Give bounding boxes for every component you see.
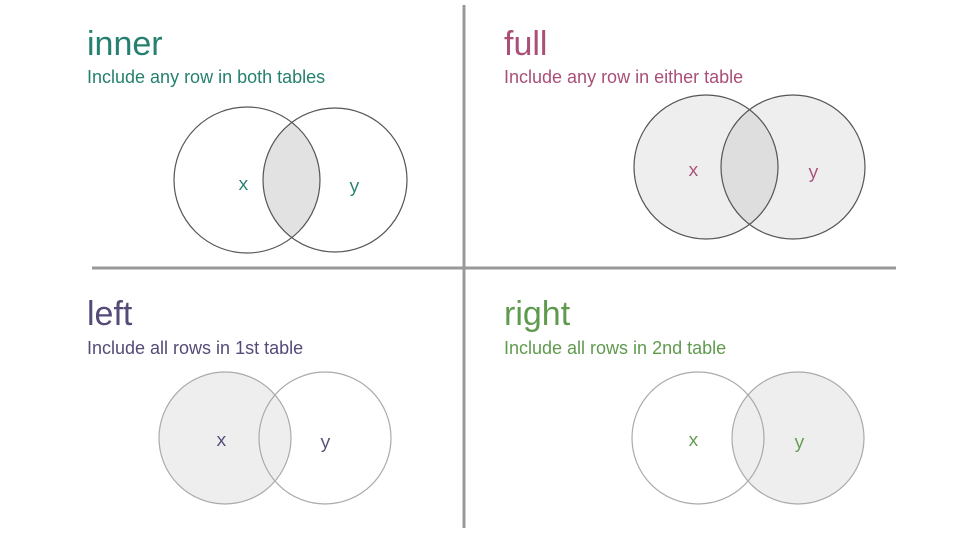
panel-subtitle: Include all rows in 1st table <box>87 338 303 358</box>
circle-x <box>173 106 321 254</box>
panel-left: left Include all rows in 1st table x y <box>87 295 392 505</box>
circle-y <box>262 107 408 253</box>
label-x: x <box>688 432 699 452</box>
label-x: x <box>238 176 249 196</box>
panel-title: right <box>504 295 571 333</box>
panel-inner: inner Include any row in both tables x y <box>87 25 408 254</box>
panel-title: inner <box>87 25 163 63</box>
circle-y <box>258 371 392 505</box>
circle-y <box>720 94 866 240</box>
circle-y-fill <box>732 372 864 504</box>
panel-title: full <box>504 25 547 63</box>
circle-x-fill <box>159 372 291 504</box>
label-y: y <box>808 164 819 184</box>
panel-full: full Include any row in either table x y <box>504 25 866 240</box>
panel-subtitle: Include all rows in 2nd table <box>504 338 726 358</box>
panel-title: left <box>87 295 133 333</box>
label-y: y <box>320 434 331 454</box>
overlap-region <box>263 108 320 252</box>
label-y: y <box>349 178 360 198</box>
panel-right: right Include all rows in 2nd table x y <box>504 295 865 505</box>
circle-x <box>633 94 779 240</box>
label-x: x <box>216 432 227 452</box>
circle-x <box>158 371 292 505</box>
circle-x <box>631 371 765 505</box>
label-y: y <box>794 434 805 454</box>
panel-subtitle: Include any row in either table <box>504 67 743 87</box>
label-x: x <box>688 162 699 182</box>
panel-subtitle: Include any row in both tables <box>87 67 325 87</box>
circle-y <box>731 371 865 505</box>
overlap-region <box>721 95 778 239</box>
